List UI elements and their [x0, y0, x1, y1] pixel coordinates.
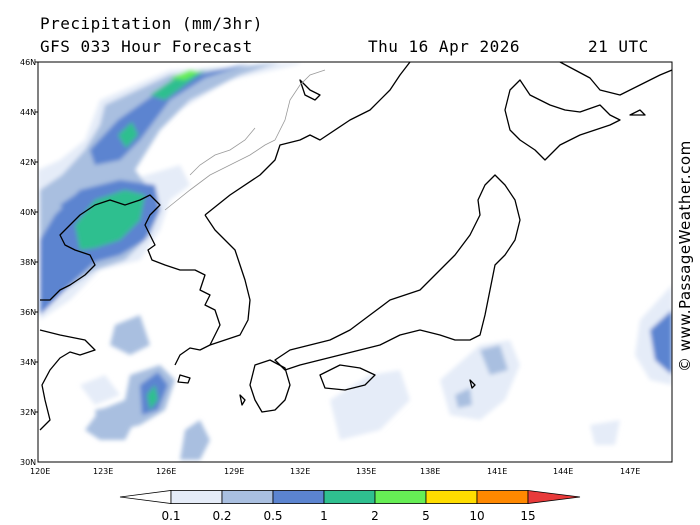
lat-label-38: 38N — [20, 258, 36, 267]
lat-label-42: 42N — [20, 158, 36, 167]
colorbar-segment-1 — [170, 490, 223, 504]
lat-label-36: 36N — [20, 308, 36, 317]
watermark-text: © www.PassageWeather.com — [676, 140, 694, 372]
colorbar-segment-7 — [476, 490, 529, 504]
colorbar-label: 0.1 — [161, 509, 180, 523]
lat-label-30: 30N — [20, 458, 36, 467]
colorbar-label: 0.5 — [263, 509, 282, 523]
precip-shading — [38, 62, 672, 460]
forecast-time: 21 UTC — [588, 37, 649, 56]
colorbar-segment-8 — [527, 490, 581, 504]
forecast-date: Thu 16 Apr 2026 — [368, 37, 520, 56]
colorbar-label: 5 — [422, 509, 430, 523]
latitude-axis: 46N 44N 42N 40N 38N 36N 34N 32N 30N — [20, 58, 38, 467]
lat-label-44: 44N — [20, 108, 36, 117]
lon-label-123: 123E — [93, 467, 113, 476]
lon-label-147: 147E — [620, 467, 640, 476]
lon-label-126: 126E — [156, 467, 176, 476]
colorbar-label: 2 — [371, 509, 379, 523]
colorbar-segment-4 — [323, 490, 376, 504]
colorbar-segment-0 — [119, 490, 172, 504]
colorbar-label: 15 — [520, 509, 535, 523]
lon-label-144: 144E — [553, 467, 573, 476]
colorbar-segment-2 — [221, 490, 274, 504]
colorbar-label: 0.2 — [212, 509, 231, 523]
longitude-axis: 120E 123E 126E 129E 132E 135E 138E 141E … — [30, 467, 640, 476]
colorbar-label: 1 — [320, 509, 328, 523]
lon-label-138: 138E — [420, 467, 440, 476]
forecast-label: GFS 033 Hour Forecast — [40, 37, 253, 56]
colorbar-segment-3 — [272, 490, 325, 504]
coastlines — [39, 62, 672, 431]
lon-label-120: 120E — [30, 467, 50, 476]
colorbar-segment-6 — [425, 490, 478, 504]
colorbar-label: 10 — [469, 509, 484, 523]
borders — [164, 69, 326, 211]
map-title: Precipitation (mm/3hr) — [40, 14, 263, 33]
lat-label-40: 40N — [20, 208, 36, 217]
lat-label-34: 34N — [20, 358, 36, 367]
precipitation-colorbar: 0.1 0.2 0.5 1 2 5 10 15 — [119, 490, 581, 523]
colorbar-segment-5 — [374, 490, 427, 504]
lon-label-129: 129E — [224, 467, 244, 476]
lon-label-132: 132E — [290, 467, 310, 476]
lon-label-141: 141E — [487, 467, 507, 476]
lon-label-135: 135E — [356, 467, 376, 476]
lat-label-32: 32N — [20, 408, 36, 417]
lat-label-46: 46N — [20, 58, 36, 67]
